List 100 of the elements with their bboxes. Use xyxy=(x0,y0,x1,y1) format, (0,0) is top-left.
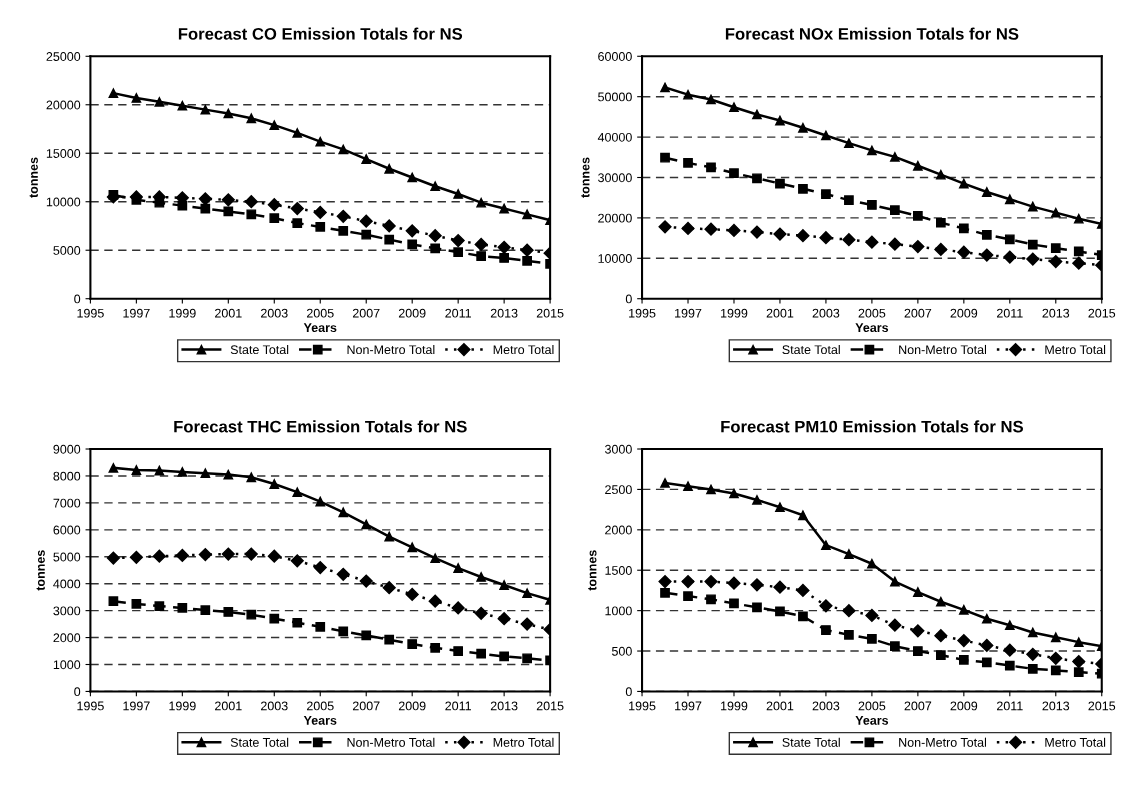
point xyxy=(890,205,900,216)
point xyxy=(1004,660,1015,671)
point xyxy=(129,550,143,564)
x-axis-title: Years xyxy=(855,716,889,725)
point xyxy=(428,594,442,608)
point xyxy=(522,588,532,598)
point xyxy=(1049,651,1063,665)
y-tick-label: 7000 xyxy=(53,498,81,508)
point xyxy=(821,540,831,551)
x-tick-label: 2001 xyxy=(766,701,794,711)
x-tick-label: 1999 xyxy=(721,701,748,711)
point xyxy=(338,144,349,155)
point xyxy=(1073,213,1084,224)
y-tick-label: 30000 xyxy=(598,173,632,183)
y-tick-label: 8000 xyxy=(53,471,81,481)
point xyxy=(522,256,532,266)
x-tick-label: 2011 xyxy=(997,701,1023,711)
point xyxy=(476,251,487,261)
point xyxy=(336,567,350,581)
point xyxy=(821,189,831,199)
y-tick-label: 20000 xyxy=(598,213,632,223)
point xyxy=(200,468,211,479)
point xyxy=(773,580,787,594)
point xyxy=(865,235,879,249)
point xyxy=(913,160,923,171)
point xyxy=(1004,194,1015,205)
point xyxy=(315,222,326,232)
point xyxy=(154,465,165,476)
point xyxy=(407,239,418,250)
point xyxy=(108,88,119,98)
point xyxy=(453,189,464,199)
point xyxy=(1027,663,1038,674)
point xyxy=(177,467,188,477)
x-tick-label: 2011 xyxy=(445,308,471,318)
legend-label: State Total xyxy=(230,344,289,355)
point xyxy=(1027,239,1038,250)
point xyxy=(267,198,281,212)
point xyxy=(1072,654,1086,669)
point xyxy=(729,102,739,113)
x-tick-label: 2009 xyxy=(398,308,426,318)
point xyxy=(1049,254,1063,269)
point xyxy=(476,648,487,659)
point xyxy=(1003,250,1017,264)
point xyxy=(382,581,396,595)
point xyxy=(474,237,488,251)
point xyxy=(890,576,900,587)
point xyxy=(223,469,234,480)
legend-label: Non-Metro Total xyxy=(347,344,435,355)
point xyxy=(338,626,349,637)
y-tick-label: 10000 xyxy=(598,254,632,263)
point xyxy=(476,572,487,582)
point xyxy=(821,130,831,141)
point xyxy=(727,576,741,590)
point xyxy=(867,634,877,644)
point xyxy=(221,193,235,207)
point xyxy=(108,463,119,473)
point xyxy=(775,178,785,189)
point xyxy=(290,201,304,216)
point xyxy=(660,478,670,488)
point xyxy=(981,187,992,197)
point xyxy=(223,108,234,119)
point xyxy=(453,646,464,656)
point xyxy=(752,495,762,505)
point xyxy=(773,227,787,241)
legend-label: Non-Metro Total xyxy=(899,344,987,355)
x-tick-label: 1995 xyxy=(629,308,656,318)
x-tick-label: 1997 xyxy=(123,308,150,318)
x-tick-label: 2001 xyxy=(215,308,242,318)
point xyxy=(1050,632,1061,643)
y-tick-label: 4000 xyxy=(53,579,81,589)
x-tick-label: 2007 xyxy=(352,308,380,318)
x-tick-label: 2005 xyxy=(306,701,334,711)
point xyxy=(1050,665,1061,676)
x-tick-label: 1999 xyxy=(721,308,748,318)
point xyxy=(958,655,969,665)
point xyxy=(221,547,235,561)
point xyxy=(796,229,810,243)
point xyxy=(453,247,464,258)
x-tick-label: 2005 xyxy=(858,701,886,711)
point xyxy=(131,93,142,103)
point xyxy=(520,617,534,631)
x-tick-label: 1999 xyxy=(169,308,196,318)
legend-label: Metro Total xyxy=(493,344,554,355)
point xyxy=(752,602,762,613)
point xyxy=(106,551,120,565)
y-tick-label: 2000 xyxy=(53,633,81,643)
point xyxy=(177,603,188,613)
x-tick-label: 2005 xyxy=(858,308,886,318)
point xyxy=(1027,627,1038,638)
point xyxy=(451,601,465,615)
point xyxy=(934,629,948,643)
point xyxy=(1027,201,1038,212)
point xyxy=(958,604,969,615)
y-axis-title: tonnes xyxy=(588,550,597,591)
point xyxy=(660,82,670,93)
x-axis-title: Years xyxy=(303,716,337,725)
point xyxy=(246,472,257,483)
x-tick-label: 1995 xyxy=(77,701,104,711)
point xyxy=(246,609,257,620)
point xyxy=(844,630,854,640)
